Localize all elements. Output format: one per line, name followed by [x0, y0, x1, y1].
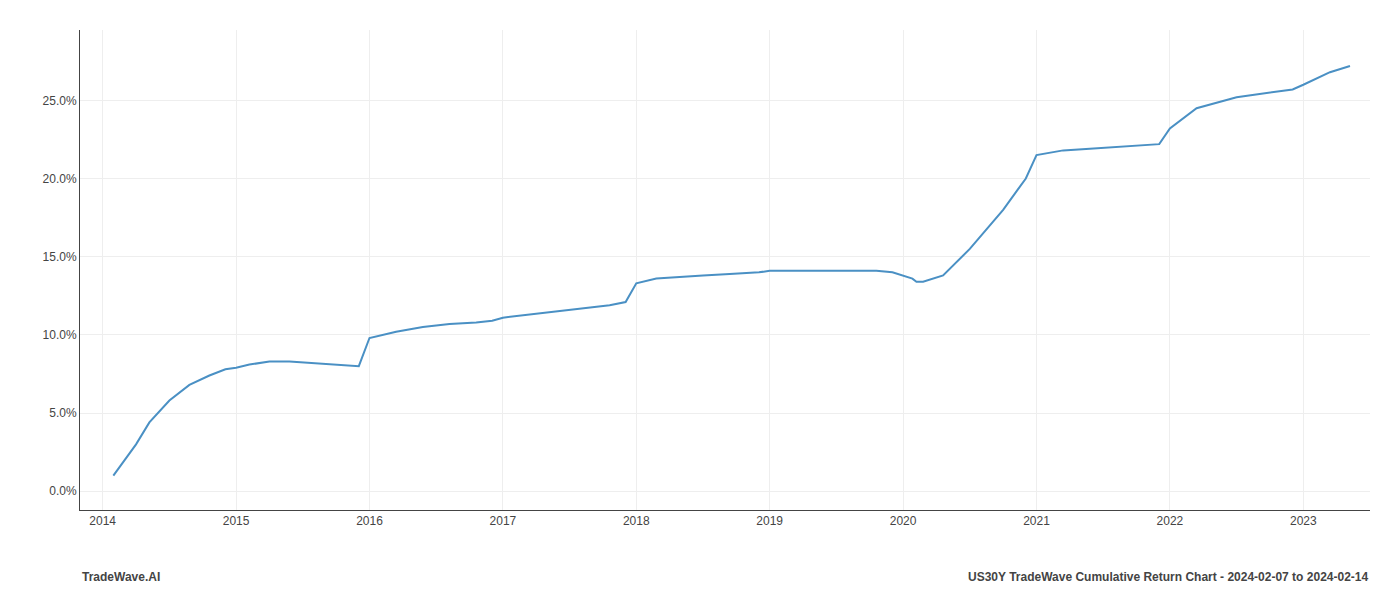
svg-text:TradeWave.AI: TradeWave.AI	[82, 570, 160, 584]
svg-text:20.0%: 20.0%	[43, 172, 77, 186]
svg-text:10.0%: 10.0%	[43, 328, 77, 342]
svg-text:2017: 2017	[490, 514, 517, 528]
svg-text:2016: 2016	[356, 514, 383, 528]
svg-text:2021: 2021	[1023, 514, 1050, 528]
svg-text:2020: 2020	[890, 514, 917, 528]
svg-text:15.0%: 15.0%	[43, 250, 77, 264]
svg-text:0.0%: 0.0%	[49, 484, 77, 498]
svg-text:25.0%: 25.0%	[43, 94, 77, 108]
svg-text:2022: 2022	[1157, 514, 1184, 528]
svg-text:US30Y TradeWave Cumulative Ret: US30Y TradeWave Cumulative Return Chart …	[968, 570, 1368, 584]
svg-text:2015: 2015	[223, 514, 250, 528]
svg-text:2014: 2014	[89, 514, 116, 528]
svg-text:2018: 2018	[623, 514, 650, 528]
svg-text:2023: 2023	[1290, 514, 1317, 528]
svg-text:5.0%: 5.0%	[49, 406, 77, 420]
svg-text:2019: 2019	[756, 514, 783, 528]
